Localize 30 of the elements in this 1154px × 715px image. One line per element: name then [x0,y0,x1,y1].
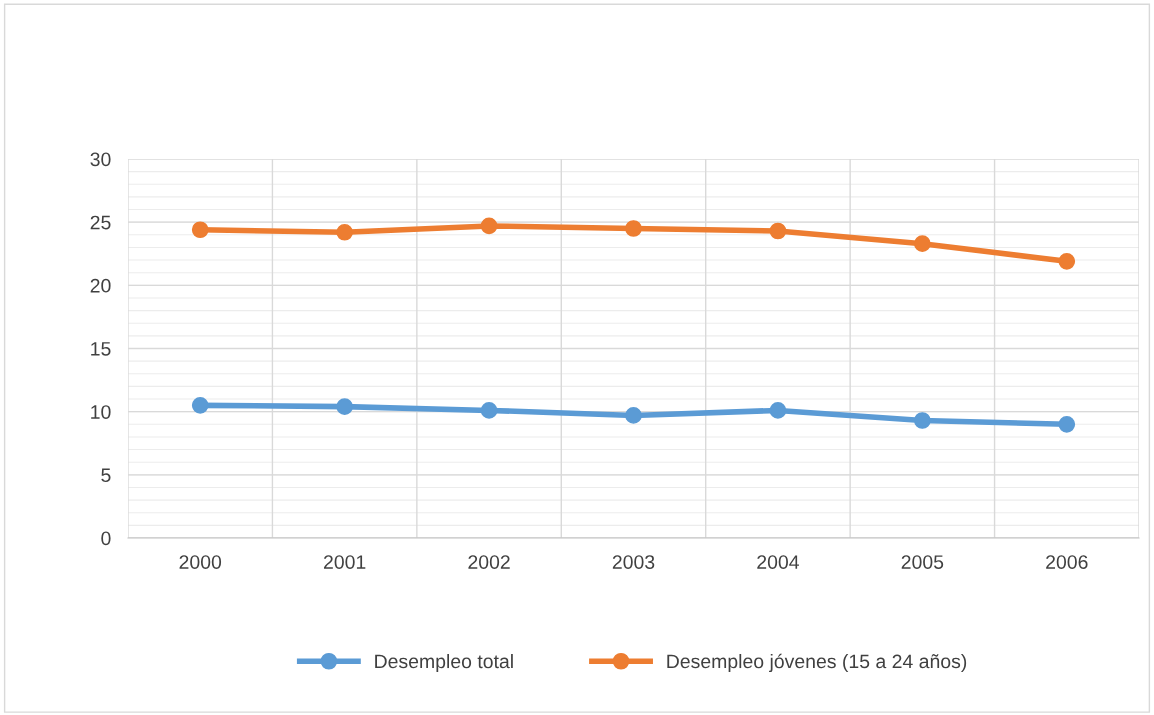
x-tick-label: 2002 [468,555,510,569]
point [191,397,209,414]
point [480,217,498,235]
y-tick-label: 25 [90,215,111,230]
y-tick-label: 15 [91,342,111,356]
x-tick-label: 2004 [757,555,799,569]
point [480,402,498,419]
y-tick-label: 30 [90,152,111,167]
x-tick-label: 2000 [179,555,222,569]
x-tick-label: 2001 [324,555,366,569]
x-tick-label: 2005 [901,555,944,569]
point [625,407,642,424]
point [914,235,931,252]
point [191,221,209,239]
point [625,220,642,237]
y-tick-label: 20 [90,278,111,293]
point [336,398,353,415]
legend-label: Desempleo total [375,653,513,673]
point [769,402,787,419]
point [1058,415,1076,433]
x-tick-label: 2003 [612,555,655,569]
point [914,412,931,429]
legend-label: Desempleo jóvenes (15 a 24 años) [667,653,967,673]
y-tick-label: 0 [101,531,111,546]
point [769,222,787,240]
y-tick-label: 5 [101,468,111,483]
point [336,223,353,241]
x-tick-label: 2006 [1046,555,1088,569]
y-tick-label: 10 [91,405,111,419]
point [1058,252,1076,270]
